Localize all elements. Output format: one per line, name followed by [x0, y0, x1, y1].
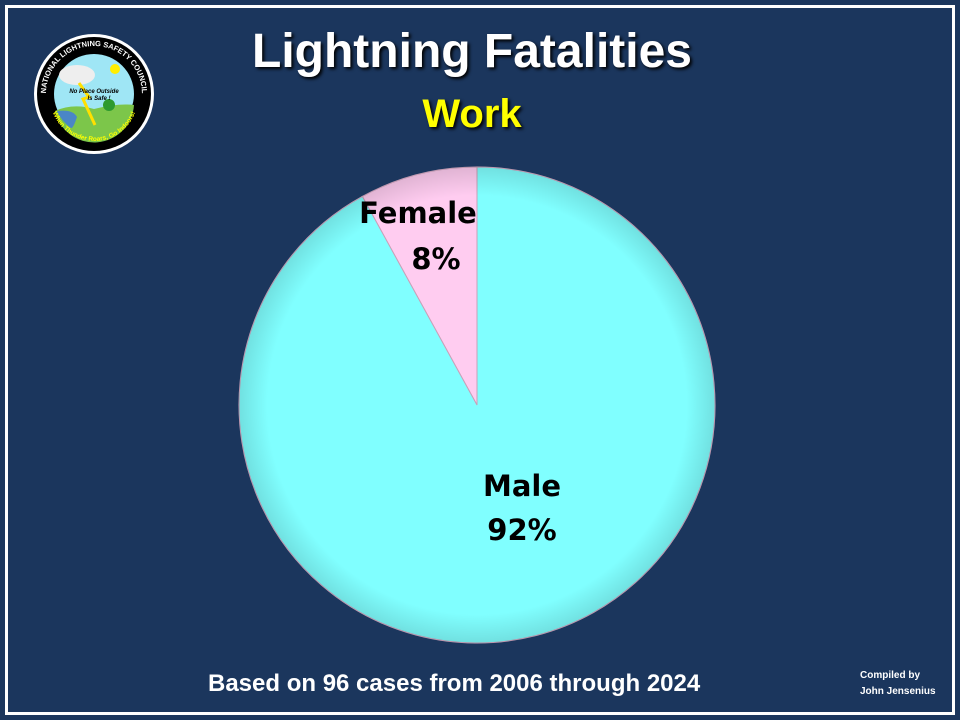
svg-text:No Place Outside: No Place Outside — [69, 89, 119, 95]
slice-value-female: 8% — [411, 242, 460, 276]
nlsc-logo: No Place Outside Is Safe ! NATIONAL LIGH… — [34, 34, 154, 154]
slice-value-male: 92% — [487, 513, 556, 547]
slice-label-female: Female — [359, 196, 477, 230]
footer-note: Based on 96 cases from 2006 through 2024 — [208, 670, 701, 697]
slice-label-male: Male — [483, 469, 561, 503]
chart-title: Lightning Fatalities — [252, 25, 692, 78]
credit-line-1: Compiled by — [860, 670, 921, 681]
slide-frame — [5, 5, 955, 715]
chart-subtitle: Work — [422, 92, 522, 136]
credit: Compiled by John Jensenius — [860, 668, 936, 700]
credit-line-2: John Jensenius — [860, 686, 936, 697]
svg-text:Is Safe !: Is Safe ! — [87, 96, 110, 102]
pie-slice-male — [238, 166, 716, 644]
